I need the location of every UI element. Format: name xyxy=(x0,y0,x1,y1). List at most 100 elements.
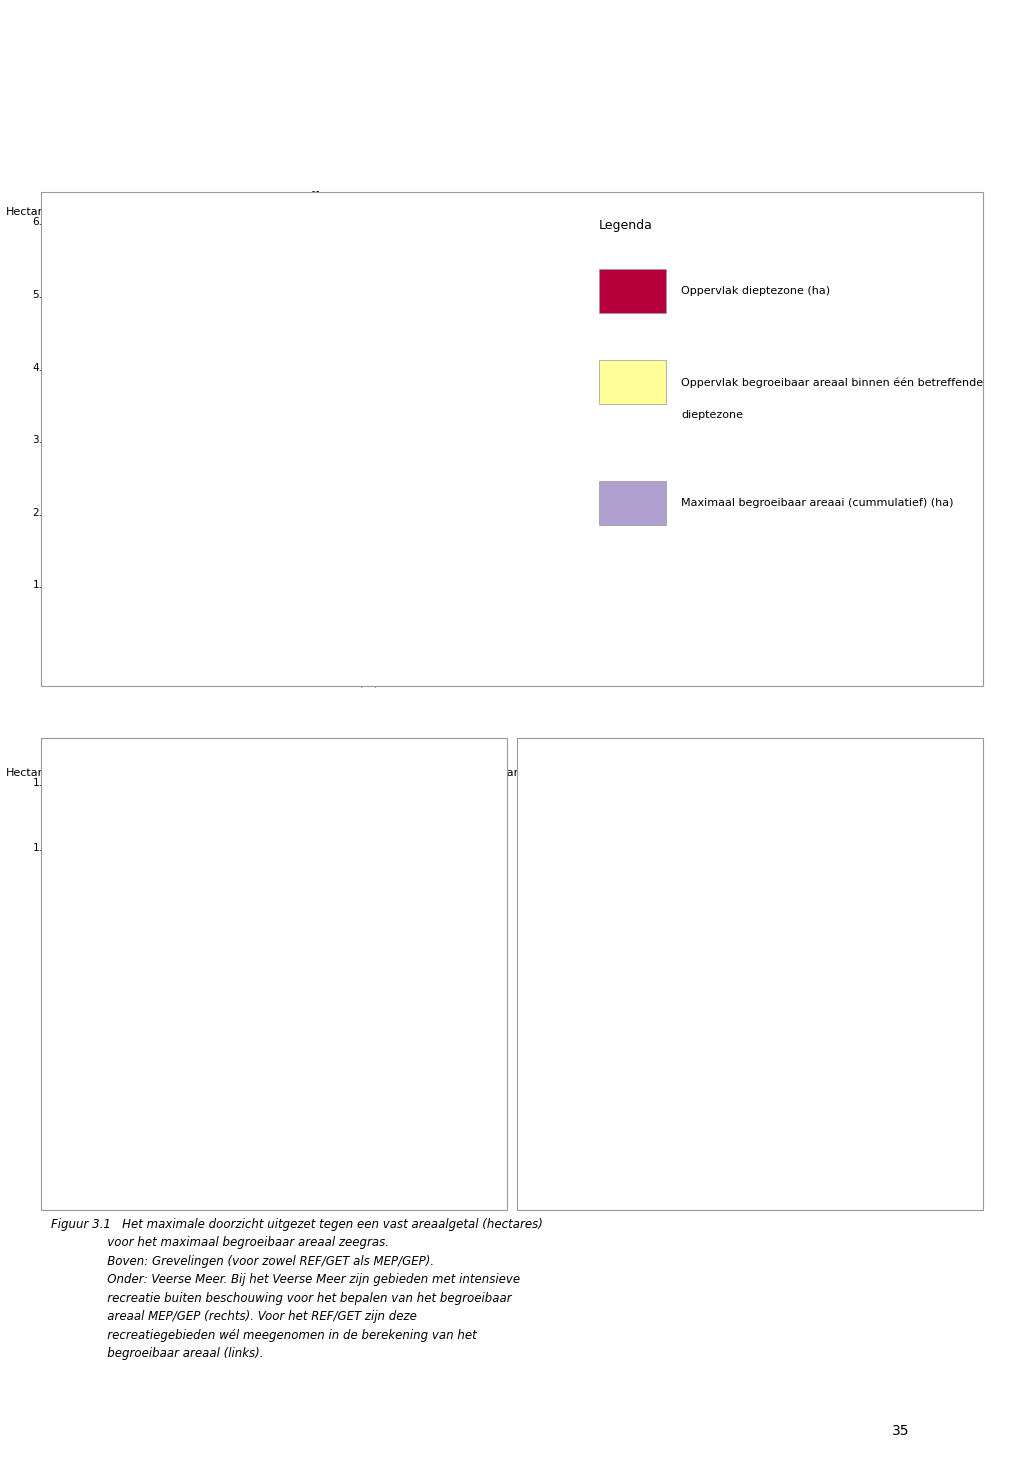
Text: 1034: 1034 xyxy=(355,822,378,831)
Bar xyxy=(800,878,813,1173)
X-axis label: Maximale doorzicht (m): Maximale doorzicht (m) xyxy=(246,677,379,688)
Bar xyxy=(505,642,519,657)
Title: Veerse Meer
tbv Referentie (inclusief recreatiegebieden): Veerse Meer tbv Referentie (inclusief re… xyxy=(132,751,441,779)
Bar xyxy=(421,1156,434,1173)
Bar xyxy=(353,339,368,657)
Text: Hectares: Hectares xyxy=(5,769,55,778)
Bar xyxy=(250,914,263,1173)
Text: 715: 715 xyxy=(871,810,889,819)
Bar xyxy=(347,1156,360,1173)
Text: 765: 765 xyxy=(908,785,926,794)
Bar xyxy=(147,527,162,657)
Text: 962: 962 xyxy=(322,846,339,855)
Text: 2608: 2608 xyxy=(225,453,249,462)
Text: Legenda: Legenda xyxy=(599,218,653,232)
Bar xyxy=(689,952,702,1173)
Bar xyxy=(139,1129,153,1173)
Bar xyxy=(215,530,229,657)
Bar xyxy=(615,1111,629,1173)
Bar xyxy=(384,1157,397,1173)
Text: 3960: 3960 xyxy=(308,356,331,365)
Bar xyxy=(339,627,353,657)
Text: 880: 880 xyxy=(285,872,302,881)
Bar xyxy=(237,1113,250,1173)
Text: Hectares: Hectares xyxy=(481,769,531,778)
Bar xyxy=(298,618,312,657)
Text: 554: 554 xyxy=(761,889,778,897)
Bar xyxy=(102,1129,116,1173)
Text: 1102: 1102 xyxy=(392,800,415,809)
Text: 605: 605 xyxy=(798,863,815,872)
Bar xyxy=(471,791,483,1173)
Text: 4745: 4745 xyxy=(391,298,414,307)
Text: 498: 498 xyxy=(724,917,741,925)
Bar xyxy=(127,1122,139,1173)
Text: Figuur 3.1   Het maximale doorzicht uitgezet tegen een vast areaalgetal (hectare: Figuur 3.1 Het maximale doorzicht uitgez… xyxy=(51,1218,543,1361)
Bar xyxy=(786,1147,800,1173)
Bar xyxy=(519,273,534,657)
Bar xyxy=(860,1151,873,1173)
Bar xyxy=(603,1122,615,1173)
Bar xyxy=(726,930,739,1173)
Bar xyxy=(910,800,923,1173)
Bar xyxy=(934,1147,947,1173)
Text: 348: 348 xyxy=(650,989,668,999)
Bar xyxy=(463,639,477,657)
Text: 5292: 5292 xyxy=(473,258,497,267)
Bar xyxy=(360,837,374,1173)
X-axis label: Maximale doorzicht (m): Maximale doorzicht (m) xyxy=(696,1194,829,1204)
Bar xyxy=(458,1154,471,1173)
Text: 619: 619 xyxy=(211,958,228,967)
Text: 126: 126 xyxy=(577,1098,594,1107)
Bar xyxy=(132,579,147,657)
Bar xyxy=(763,902,776,1173)
Bar xyxy=(823,1148,837,1173)
Text: 5041: 5041 xyxy=(432,277,455,286)
X-axis label: Maximale doorzicht (m): Maximale doorzicht (m) xyxy=(220,1194,353,1204)
Bar xyxy=(200,1113,213,1173)
Bar xyxy=(640,1113,652,1173)
Bar xyxy=(477,273,493,657)
Text: 298: 298 xyxy=(174,1063,191,1072)
Text: 4377: 4377 xyxy=(349,325,373,334)
Bar xyxy=(229,468,244,657)
Text: 136: 136 xyxy=(100,1116,118,1125)
Bar xyxy=(436,291,451,657)
Bar xyxy=(287,887,300,1173)
Text: 452: 452 xyxy=(687,939,705,948)
Text: dieptezone: dieptezone xyxy=(681,410,743,419)
Bar xyxy=(897,1148,910,1173)
Bar xyxy=(579,1111,592,1173)
Title: Grevelingen
tbv REF/GET én MEP/GEP: Grevelingen tbv REF/GET én MEP/GEP xyxy=(225,190,399,218)
Bar xyxy=(652,1004,666,1173)
Text: Hectares: Hectares xyxy=(6,207,55,217)
Bar xyxy=(176,1076,189,1173)
Bar xyxy=(434,791,446,1173)
Bar xyxy=(310,1153,324,1173)
Bar xyxy=(837,853,850,1173)
Text: Oppervlak begroeibaar areaal binnen één betreffende: Oppervlak begroeibaar areaal binnen één … xyxy=(681,376,983,388)
Title: Veerse Meer
tbv MEP/GEP (exclusief recreatiegebieden): Veerse Meer tbv MEP/GEP (exclusief recre… xyxy=(612,751,913,779)
Bar xyxy=(257,595,271,657)
Bar xyxy=(422,635,436,657)
Bar xyxy=(91,438,105,657)
Bar xyxy=(188,527,203,657)
Text: Oppervlak dieptezone (ha): Oppervlak dieptezone (ha) xyxy=(681,286,830,295)
Bar xyxy=(947,800,959,1173)
Text: 1781: 1781 xyxy=(142,514,166,523)
Bar xyxy=(273,1148,287,1173)
Text: 3438: 3438 xyxy=(267,393,290,401)
Bar xyxy=(271,407,286,657)
Bar xyxy=(713,1125,726,1173)
Text: 655: 655 xyxy=(835,840,852,849)
Text: 1175: 1175 xyxy=(429,776,452,785)
Bar xyxy=(164,1117,176,1173)
Bar xyxy=(395,313,410,657)
Bar xyxy=(397,815,410,1173)
Bar xyxy=(90,1089,102,1173)
Text: 35: 35 xyxy=(892,1424,910,1438)
Bar xyxy=(312,369,327,657)
Bar xyxy=(566,1070,579,1173)
Bar xyxy=(676,1122,689,1173)
Bar xyxy=(174,576,188,657)
